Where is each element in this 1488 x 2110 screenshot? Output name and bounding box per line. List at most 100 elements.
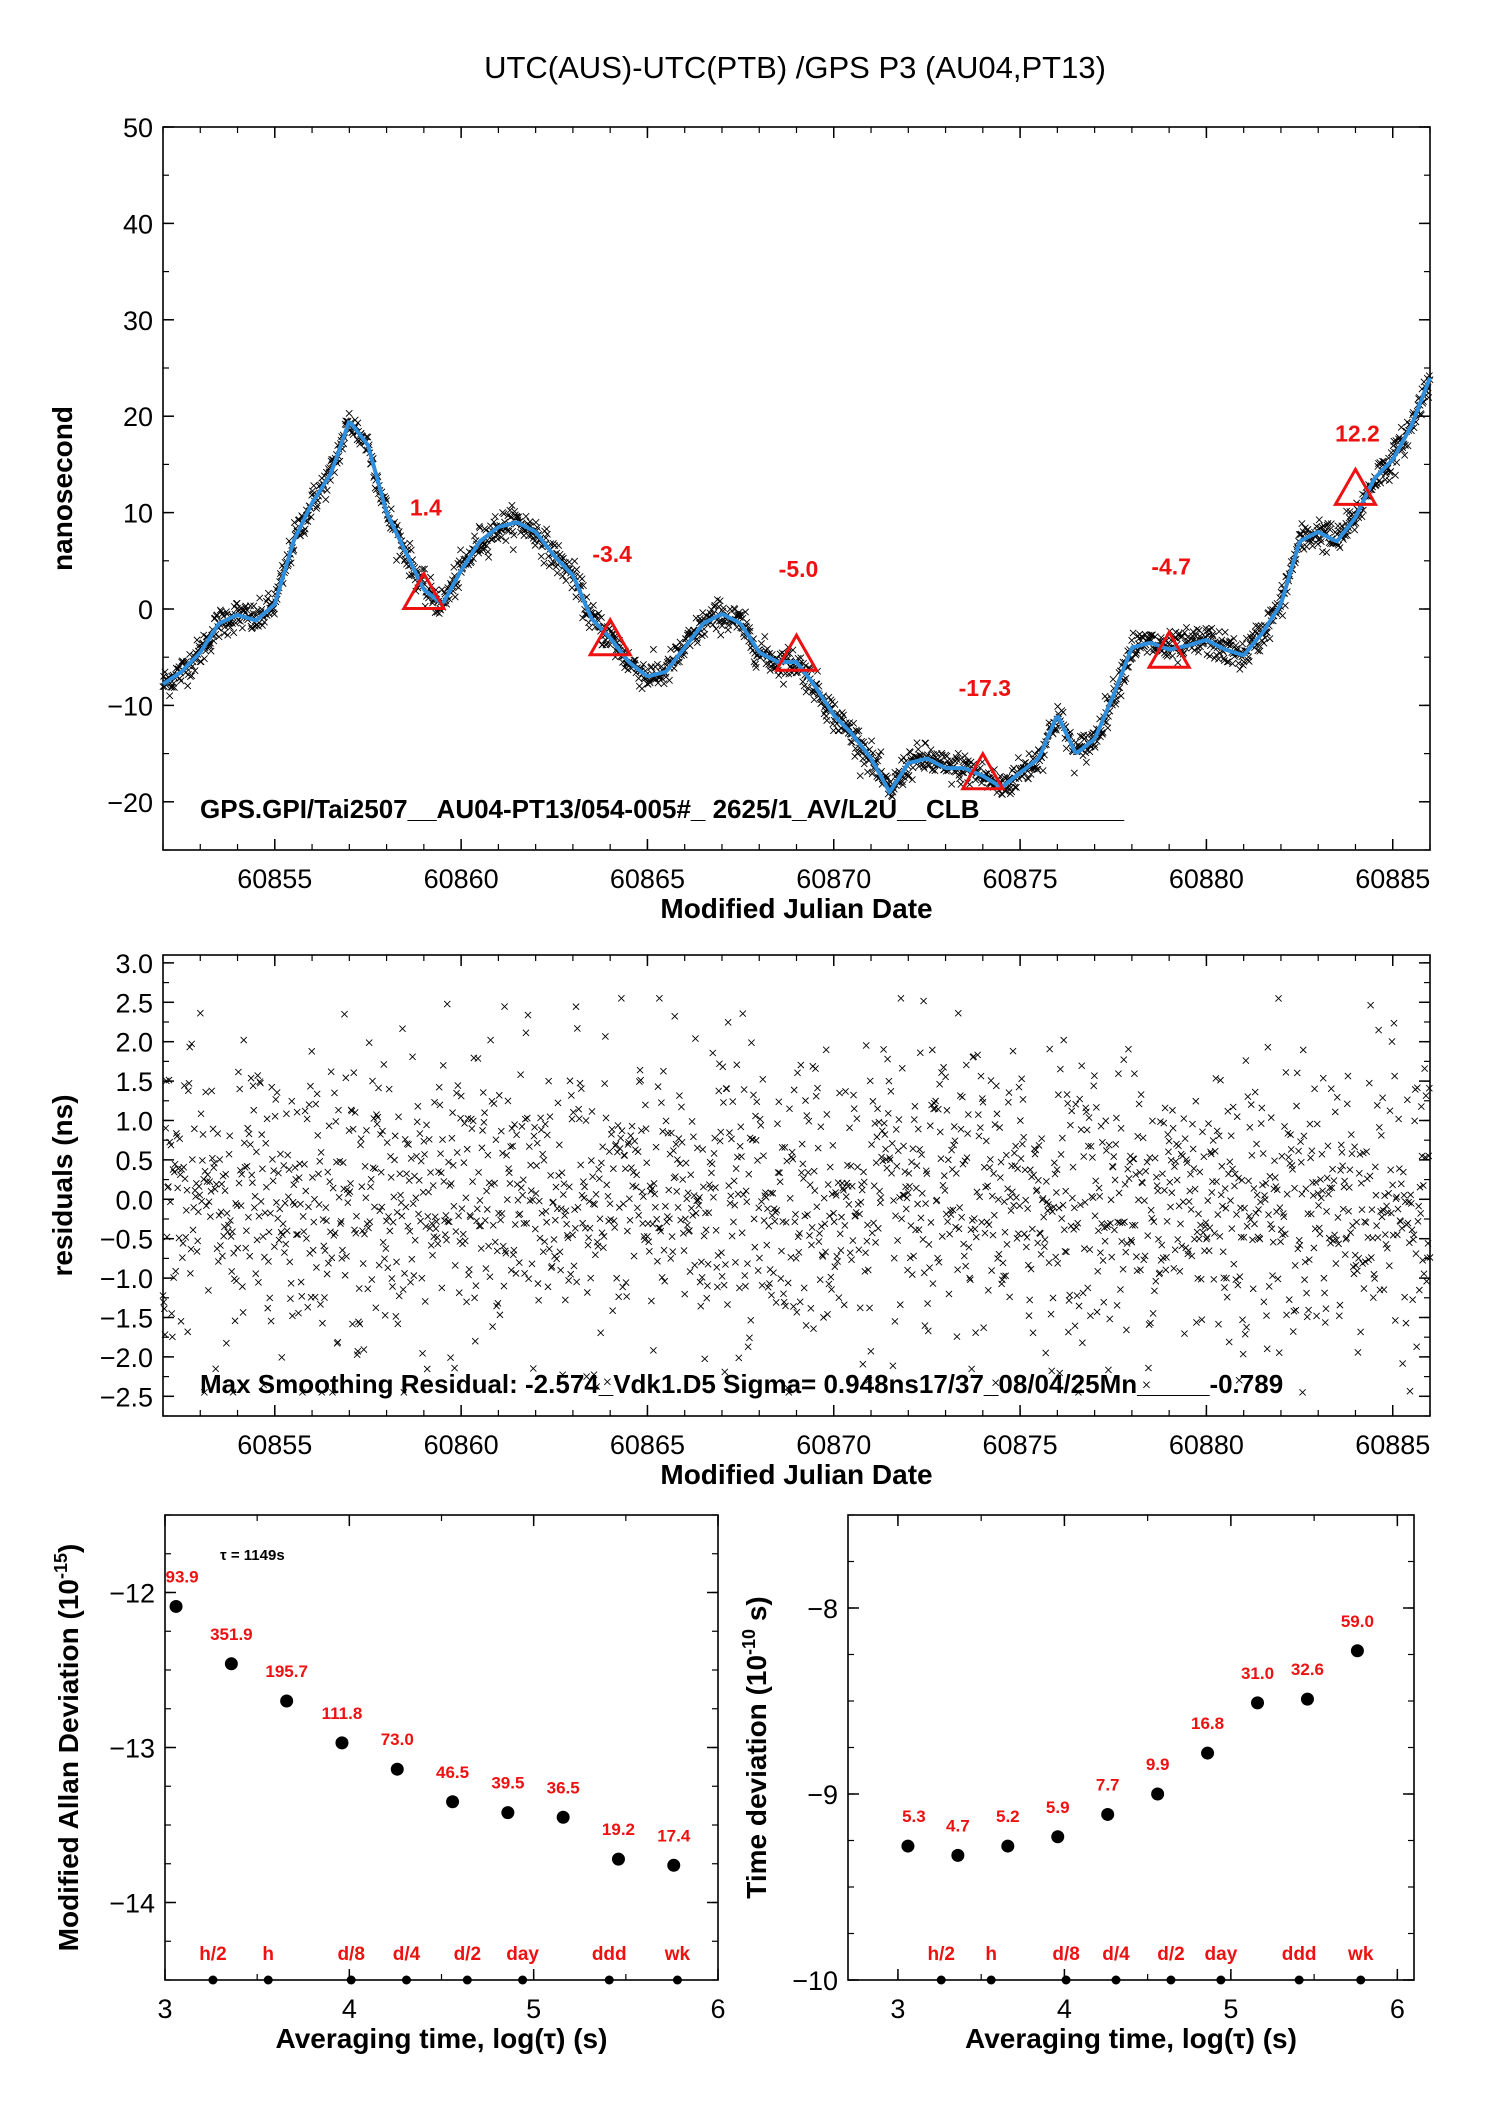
residual-point — [755, 1204, 763, 1212]
residual-point — [1393, 1193, 1401, 1201]
residual-point — [1082, 1108, 1090, 1116]
residual-point — [415, 1210, 422, 1218]
residual-point — [647, 1187, 655, 1195]
data-point — [1180, 629, 1188, 637]
residual-point — [241, 1163, 249, 1171]
data-point — [1174, 659, 1182, 667]
residual-point — [859, 1360, 867, 1368]
residual-point — [658, 1274, 666, 1281]
residual-point — [477, 1222, 485, 1230]
residual-point — [992, 1379, 1000, 1387]
residual-point — [780, 1298, 788, 1306]
residual-point — [403, 1170, 410, 1178]
residual-point — [689, 1211, 697, 1219]
data-point — [1223, 658, 1231, 666]
residual-point — [680, 1247, 688, 1254]
residual-point — [425, 1188, 432, 1196]
residual-point — [1123, 1326, 1130, 1334]
residual-point — [1165, 1148, 1172, 1156]
residual-point — [1075, 1302, 1083, 1310]
data-point — [1082, 758, 1090, 766]
interval-label: ddd — [592, 1944, 627, 1965]
data-point — [645, 676, 653, 684]
residual-point — [307, 1082, 314, 1090]
data-point — [1012, 783, 1020, 791]
residual-point — [661, 1202, 669, 1210]
residual-point — [769, 1189, 777, 1197]
residual-point — [693, 1197, 701, 1205]
residual-point — [807, 1304, 815, 1312]
residual-point — [394, 1320, 402, 1328]
residual-point — [265, 1228, 273, 1236]
data-point — [646, 679, 654, 687]
residual-point — [1042, 1178, 1050, 1185]
residual-point — [217, 1208, 225, 1216]
residual-point — [1257, 1120, 1265, 1127]
residual-point — [923, 1170, 931, 1178]
data-point — [487, 535, 495, 543]
residual-point — [857, 1198, 865, 1206]
residual-point — [778, 1144, 786, 1151]
residual-point — [853, 1115, 861, 1123]
triangle-marker — [1146, 629, 1192, 669]
residual-point — [1271, 1174, 1279, 1181]
residual-point — [1263, 1345, 1271, 1353]
residual-point — [249, 1082, 257, 1090]
residual-point — [522, 1029, 530, 1037]
residual-point — [951, 1137, 959, 1145]
residual-point — [260, 1381, 268, 1389]
deviation-point — [501, 1806, 515, 1820]
residual-point — [573, 1025, 581, 1032]
residual-point — [443, 1236, 450, 1244]
residual-point — [1346, 1166, 1354, 1174]
residual-point — [404, 1222, 412, 1230]
data-point — [1034, 765, 1042, 773]
residual-point — [224, 1221, 232, 1229]
residual-point — [897, 994, 905, 1002]
x-axis-title: Modified Julian Date — [660, 893, 932, 924]
residual-point — [535, 1197, 543, 1205]
residual-point — [1193, 1228, 1201, 1236]
residual-point — [878, 1153, 885, 1161]
residual-point — [441, 1231, 449, 1239]
residual-point — [900, 1142, 908, 1150]
residual-point — [1369, 1294, 1377, 1301]
residual-point — [989, 1231, 997, 1239]
residual-point — [529, 1365, 537, 1372]
y-axis-title-exponent: -15 — [51, 1553, 71, 1579]
data-point — [868, 770, 876, 778]
triangle-marker — [401, 570, 447, 611]
residual-point — [1243, 1323, 1250, 1331]
residual-point — [256, 1078, 264, 1086]
residual-point — [1139, 1179, 1146, 1187]
residual-point — [174, 1184, 182, 1192]
data-point — [532, 518, 540, 526]
residual-point — [1197, 1275, 1205, 1283]
residual-point — [705, 1209, 713, 1217]
y-tick-label: 40 — [123, 209, 153, 239]
residual-point — [1038, 1135, 1046, 1143]
residual-point — [793, 1308, 801, 1316]
residual-point — [932, 1097, 940, 1105]
residual-point — [1170, 1264, 1178, 1272]
residual-point — [891, 1317, 899, 1325]
residual-point — [231, 1317, 239, 1325]
residual-point — [360, 1346, 368, 1353]
residual-point — [1183, 1159, 1191, 1167]
triangle-marker — [587, 616, 633, 657]
residual-point — [208, 1087, 216, 1095]
residual-point — [1115, 1189, 1123, 1197]
residual-point — [1147, 1206, 1155, 1214]
residual-point — [273, 1199, 280, 1206]
residual-point — [916, 1145, 924, 1153]
residual-point — [573, 1278, 581, 1286]
y-tick-label: −9 — [807, 1780, 838, 1810]
residual-point — [580, 1194, 588, 1202]
interval-marker — [936, 1975, 946, 1985]
data-point — [555, 541, 563, 550]
residual-point — [266, 1294, 274, 1302]
residual-point — [1275, 995, 1282, 1002]
residual-point — [1036, 1230, 1044, 1237]
residual-point — [247, 1074, 255, 1082]
